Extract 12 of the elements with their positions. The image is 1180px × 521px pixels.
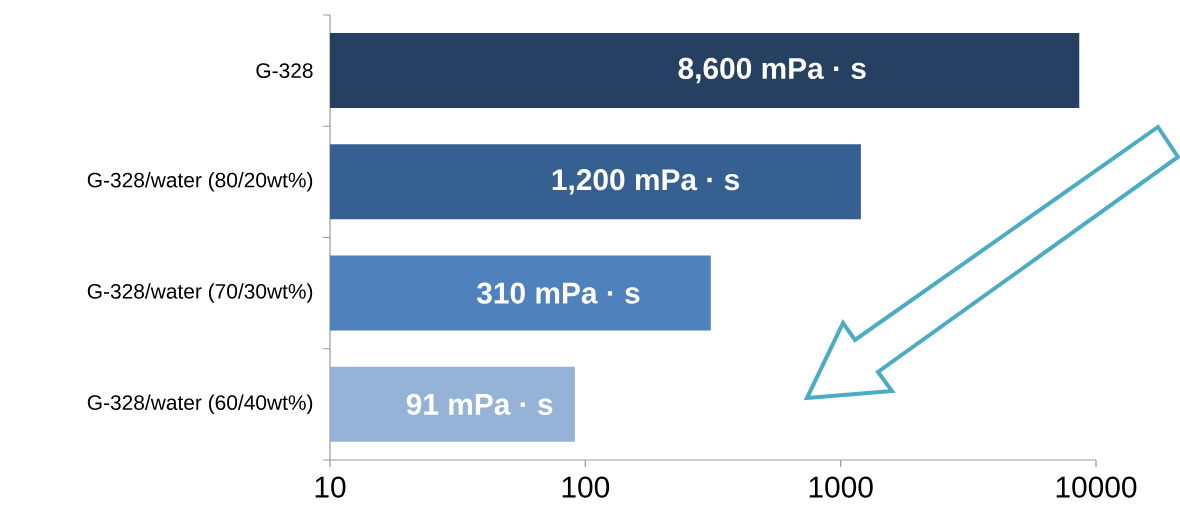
x-tick-label: 1000 xyxy=(809,476,873,498)
x-tick-label: 10000 xyxy=(1056,476,1137,498)
x-tick-label: 10 xyxy=(315,476,346,498)
data-label: 1,200 mPa · s xyxy=(552,169,740,195)
data-label: 91 mPa · s xyxy=(406,393,553,415)
y-tick-label: G-328 xyxy=(256,63,313,79)
y-tick-label: G-328/water (60/40wt%) xyxy=(87,394,313,415)
data-label: 310 mPa · s xyxy=(476,282,640,304)
data-label: 8,600 mPa · s xyxy=(678,57,866,84)
y-tick-label: G-328/water (80/20wt%) xyxy=(87,172,313,192)
y-tick-label: G-328/water (70/30wt%) xyxy=(87,283,313,303)
x-tick-label: 100 xyxy=(562,476,610,498)
